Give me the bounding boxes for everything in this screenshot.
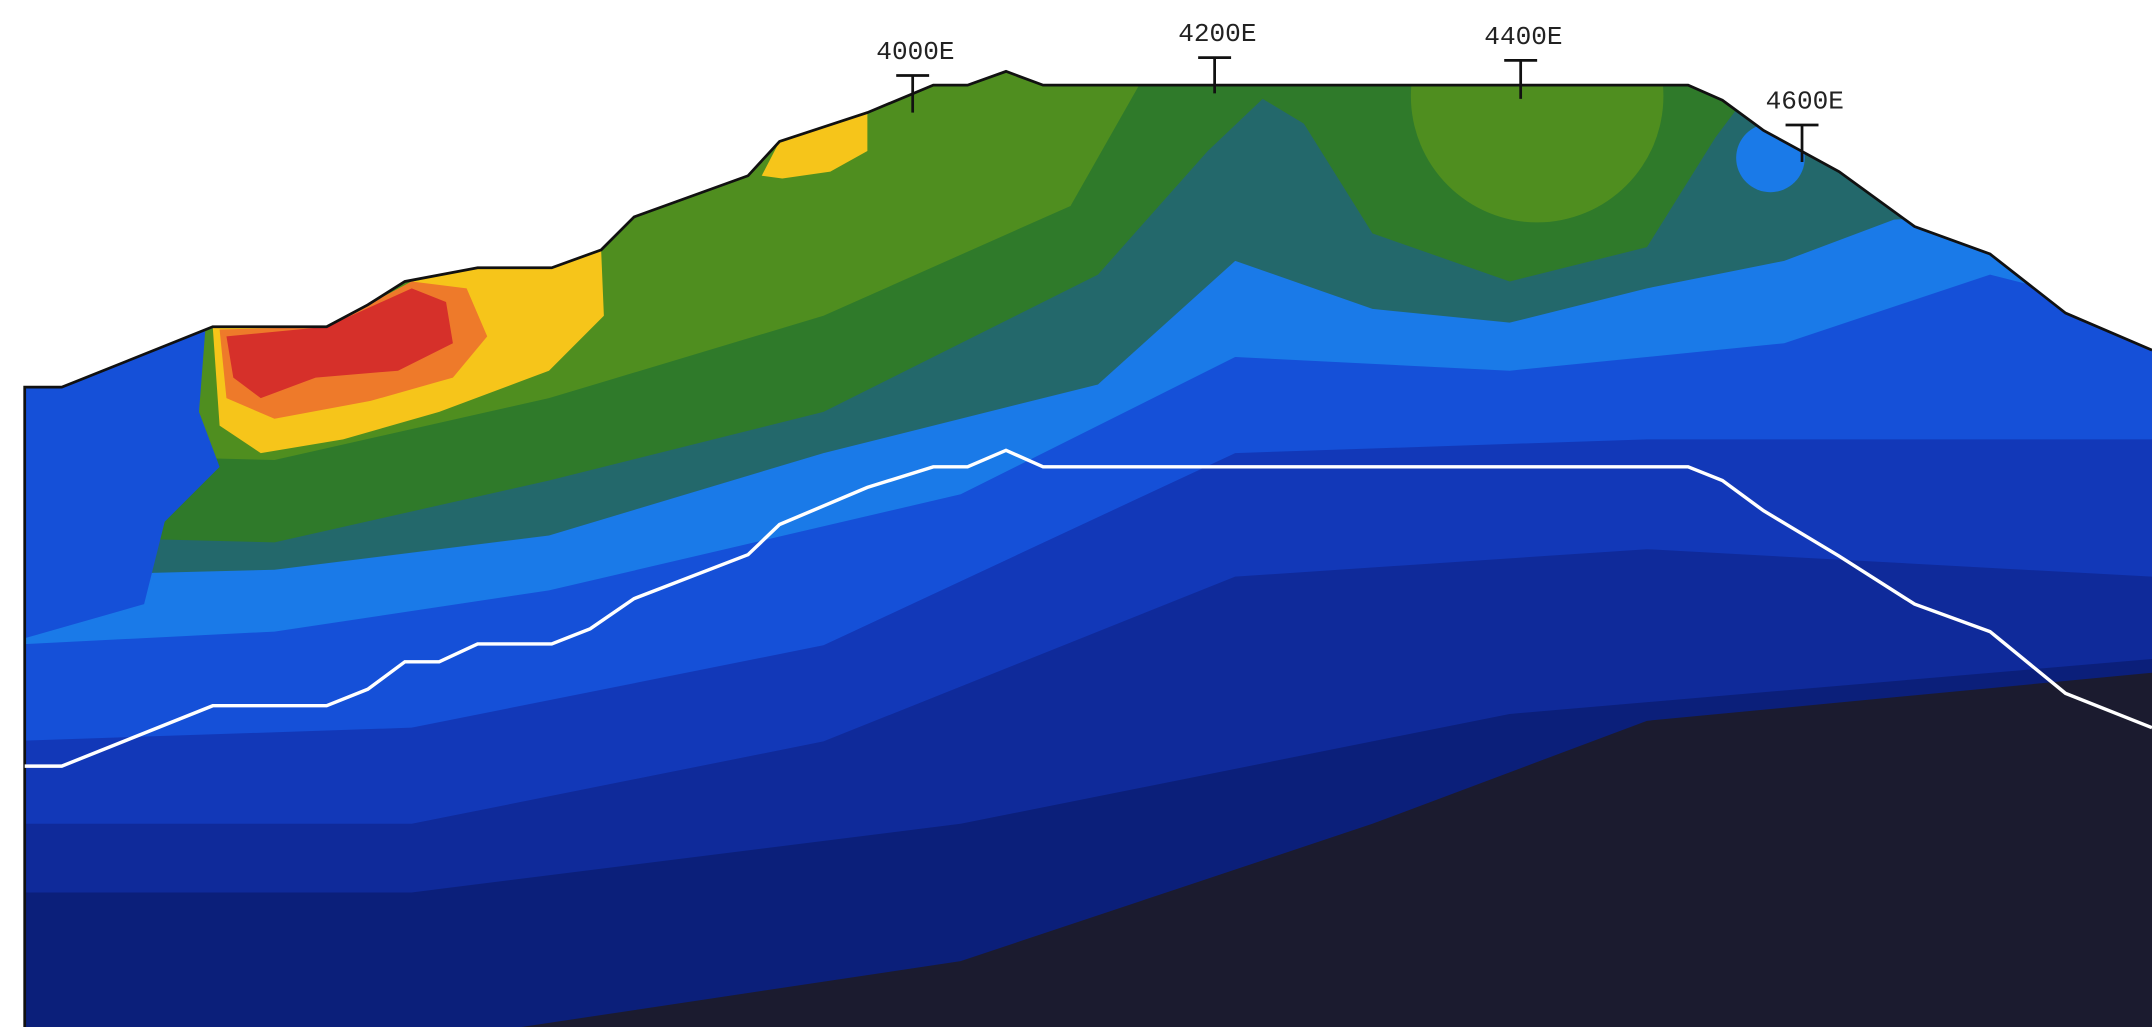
band xyxy=(24,322,220,646)
station-label: 4400E xyxy=(1484,22,1562,52)
station-label: 4200E xyxy=(1178,19,1256,49)
station-label: 4600E xyxy=(1766,86,1844,116)
band xyxy=(521,672,2152,1027)
station-label: 4000E xyxy=(876,37,954,67)
white-line xyxy=(24,448,2152,768)
surface xyxy=(23,69,2152,1027)
anomaly xyxy=(761,112,868,179)
anomaly xyxy=(226,288,453,399)
band xyxy=(1410,71,1664,223)
